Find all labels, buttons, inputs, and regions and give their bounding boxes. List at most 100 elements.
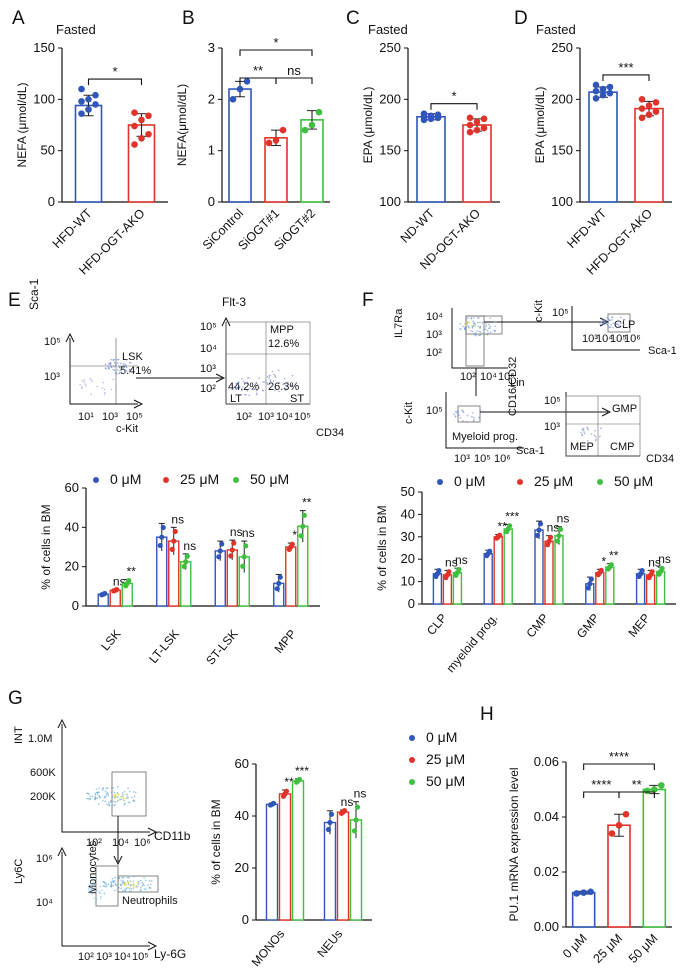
data-point (434, 111, 442, 119)
flow-event (106, 365, 109, 368)
data-point (219, 541, 225, 547)
y-tick-label: 0.02 (534, 864, 559, 879)
flow-event (99, 897, 102, 900)
significance-bracket (430, 103, 478, 110)
flow-event (233, 385, 236, 388)
flow-event (129, 790, 131, 793)
flow-event (101, 889, 103, 892)
flow-event (126, 370, 128, 372)
flow-event (465, 321, 467, 324)
panel-letter-e: E (8, 290, 21, 311)
flow-event (124, 363, 127, 366)
flow-event (98, 803, 100, 806)
significance-label: ns (455, 553, 468, 567)
bar (554, 534, 564, 605)
y-tick-label: 250 (551, 40, 573, 55)
data-point (85, 96, 92, 103)
flow-event (118, 372, 121, 375)
significance-label: ** (609, 549, 619, 563)
data-point (274, 586, 280, 592)
flow-event (583, 432, 586, 435)
flow-g2-ytick: 10⁴ (36, 897, 53, 909)
data-point (301, 126, 309, 134)
data-point (645, 102, 653, 109)
flow-e1-xtick: 10⁵ (126, 411, 143, 423)
flow-g2-xtick: 10³ (96, 951, 112, 963)
flow-f3-xaxis: Sca-1 (516, 445, 545, 457)
flow-event (138, 882, 140, 884)
flow-event (479, 325, 482, 328)
flow-f4-ytick: 10⁵ (544, 395, 561, 407)
flow-event (486, 329, 489, 332)
data-point (301, 512, 307, 518)
data-point (456, 566, 462, 573)
flow-e2-xtick: 10³ (258, 411, 274, 423)
x-tick-label: ST-LSK (203, 627, 240, 668)
data-point (659, 565, 665, 571)
data-point (231, 540, 237, 546)
legend-marker (233, 477, 239, 483)
flow-event (242, 386, 244, 388)
flow-event (456, 411, 459, 414)
flow-event (478, 416, 481, 419)
flow-f1-ytick: 10³ (426, 329, 442, 341)
flow-g2-gate-monocytes: Monocytes (87, 840, 99, 894)
flow-event (120, 362, 122, 365)
data-point (446, 569, 452, 575)
data-point (466, 114, 474, 122)
flow-e1-gate: LSK (122, 351, 143, 363)
data-point (183, 559, 189, 565)
flow-event (120, 798, 123, 801)
data-point (243, 543, 249, 549)
flow-event (580, 431, 582, 434)
bar (493, 536, 503, 605)
flow-event (122, 362, 125, 365)
bar (534, 529, 544, 605)
data-point (473, 126, 481, 134)
flow-event (105, 793, 108, 795)
flow-event (599, 323, 601, 325)
flow-event (117, 796, 119, 799)
flow-event (89, 797, 92, 800)
legend-label: 25 μM (180, 471, 219, 487)
flow-event (110, 883, 113, 886)
flow-g2-yaxis: Ly6C (13, 859, 25, 884)
flow-event (278, 381, 281, 384)
data-point (243, 78, 251, 85)
flow-event (464, 326, 467, 328)
data-point (145, 112, 152, 120)
data-point (592, 81, 600, 89)
y-axis-label: PU.1 mRNA expression level (507, 767, 521, 921)
significance-label: *** (618, 60, 633, 75)
flow-f1-xaxis: Lin (510, 377, 525, 389)
flow-event (116, 369, 119, 371)
flow-event (610, 324, 613, 326)
flow-event (83, 381, 85, 383)
flow-event (110, 365, 113, 368)
flow-event (599, 435, 601, 438)
chart-h: 0.00 0.02 0.04 0.06 PU.1 mRNA expression lev… (507, 749, 672, 966)
flow-event (114, 883, 117, 886)
y-tick-label: 20 (235, 860, 249, 875)
significance-label: * (601, 554, 606, 568)
y-axis-label: EPA (μmol/dL) (361, 87, 375, 164)
flow-event (147, 884, 149, 886)
flow-event (128, 876, 130, 879)
flow-event (96, 791, 98, 794)
flow-e2-xtick: 10² (236, 411, 252, 423)
flow-event (123, 798, 125, 801)
data-point (639, 568, 645, 574)
flow-event (241, 377, 243, 380)
flow-event (126, 876, 129, 879)
flow-event (104, 367, 107, 369)
flow-event (465, 324, 467, 327)
bar (265, 803, 279, 921)
data-point (157, 542, 163, 549)
flow-event (618, 325, 620, 328)
flow-event (462, 325, 464, 328)
significance-bracket (275, 77, 313, 84)
flow-event (459, 323, 462, 325)
flow-f3-xtick: 10⁵ (474, 453, 491, 465)
